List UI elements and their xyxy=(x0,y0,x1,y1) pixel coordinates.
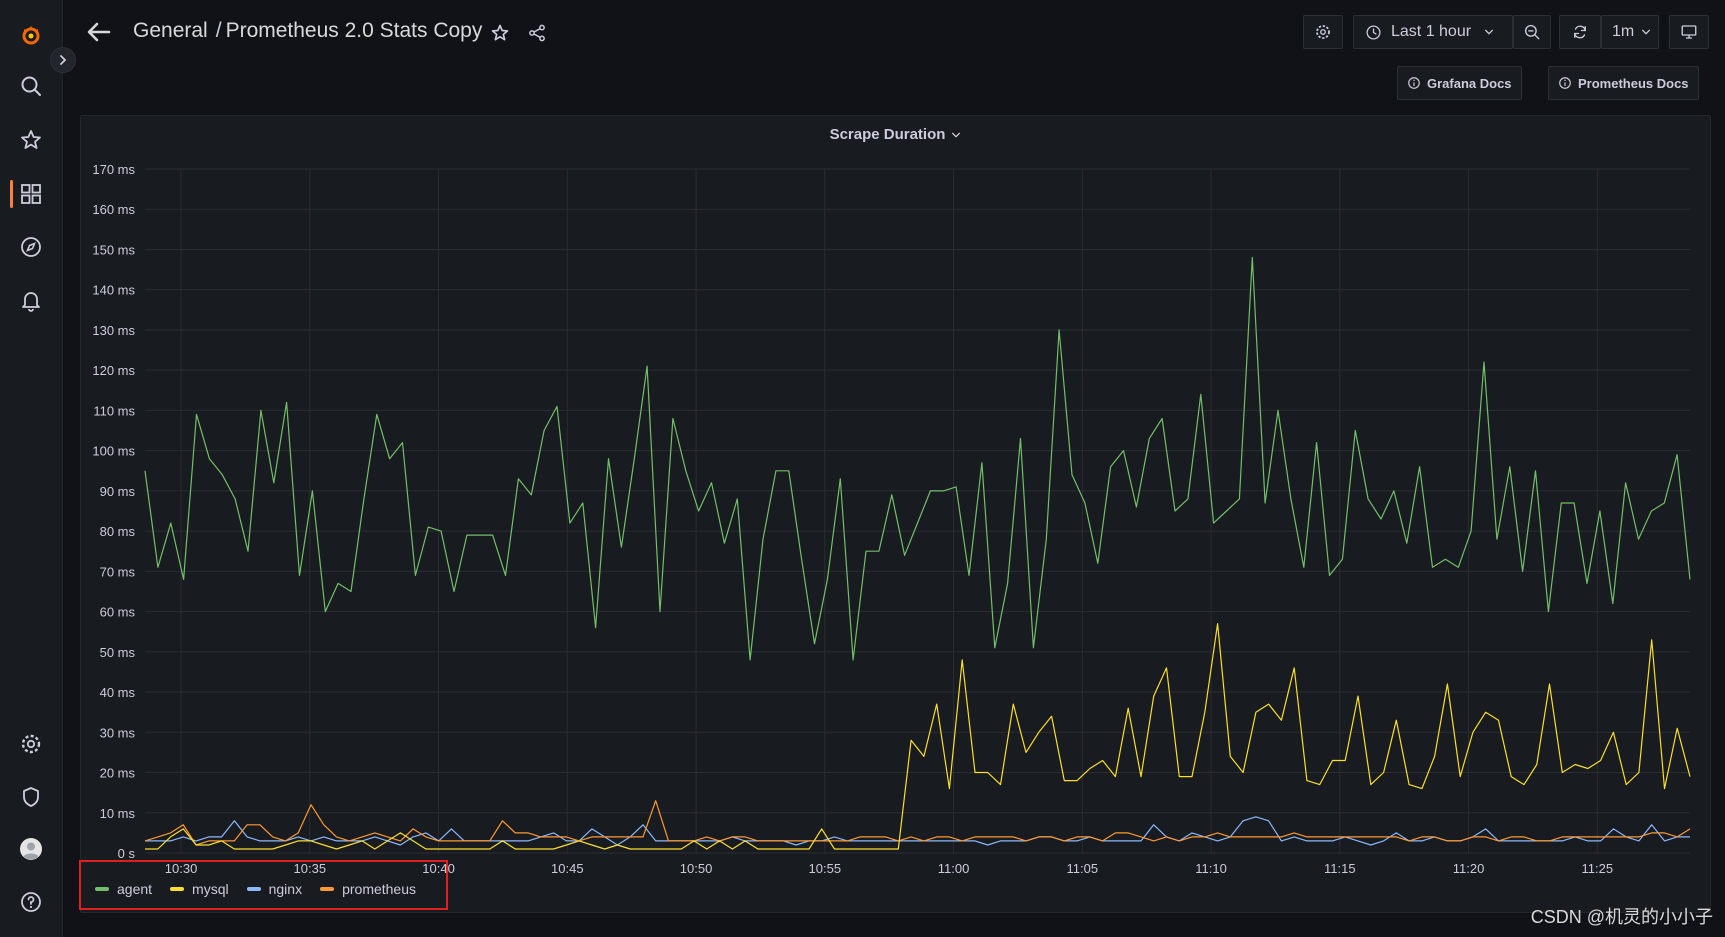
panel-header[interactable]: Scrape Duration xyxy=(81,126,1710,143)
prometheus-docs-label: Prometheus Docs xyxy=(1578,75,1689,91)
dashboard-settings-button[interactable] xyxy=(1303,15,1343,49)
legend-item-prometheus[interactable]: prometheus xyxy=(320,881,416,897)
breadcrumb-folder[interactable]: General xyxy=(133,19,208,42)
watermark: CSDN @机灵的小小子 xyxy=(1530,907,1713,927)
gear-icon[interactable] xyxy=(15,728,47,760)
share-dashboard-button[interactable] xyxy=(524,20,550,46)
sidebar xyxy=(0,0,63,937)
zoom-out-icon xyxy=(1524,24,1540,40)
legend-label: mysql xyxy=(192,881,229,897)
grafana-logo-icon[interactable] xyxy=(15,19,47,51)
breadcrumb-separator: / xyxy=(215,19,222,42)
grafana-docs-link[interactable]: Grafana Docs xyxy=(1397,66,1522,100)
gear-icon xyxy=(1316,25,1330,39)
chevron-down-icon xyxy=(1642,29,1651,35)
star-dashboard-button[interactable] xyxy=(487,20,513,46)
chevron-down-icon xyxy=(952,132,961,138)
back-button[interactable] xyxy=(85,18,113,46)
breadcrumb: General / Prometheus 2.0 Stats Copy xyxy=(133,19,482,43)
panel-title: Scrape Duration xyxy=(829,126,946,143)
info-icon xyxy=(1408,77,1420,89)
legend-label: nginx xyxy=(268,881,303,897)
legend-item-mysql[interactable]: mysql xyxy=(170,881,229,897)
search-icon[interactable] xyxy=(15,70,47,102)
dashboards-grid-icon[interactable] xyxy=(15,178,47,210)
expand-sidebar-button[interactable] xyxy=(50,47,76,73)
chart-legend: agent mysql nginx prometheus xyxy=(95,881,416,897)
legend-label: prometheus xyxy=(342,881,417,897)
chevron-right-icon xyxy=(60,55,67,65)
legend-item-nginx[interactable]: nginx xyxy=(246,881,303,897)
active-indicator xyxy=(10,180,13,208)
time-range-picker[interactable]: Last 1 hour xyxy=(1353,15,1513,49)
shield-icon[interactable] xyxy=(15,781,47,813)
share-icon xyxy=(529,24,545,42)
tv-mode-button[interactable] xyxy=(1669,15,1709,49)
arrow-left-icon xyxy=(87,22,111,42)
clock-icon xyxy=(1366,24,1381,40)
bell-icon[interactable] xyxy=(15,284,47,316)
monitor-icon xyxy=(1681,25,1697,39)
legend-item-agent[interactable]: agent xyxy=(95,881,152,897)
help-icon[interactable] xyxy=(15,886,47,918)
legend-label: agent xyxy=(117,881,153,897)
grafana-docs-label: Grafana Docs xyxy=(1427,75,1512,91)
refresh-interval-label: 1m xyxy=(1612,23,1635,40)
compass-icon[interactable] xyxy=(15,231,47,263)
star-icon[interactable] xyxy=(15,124,47,156)
chevron-down-icon xyxy=(1485,29,1494,35)
legend-swatch xyxy=(170,887,185,891)
prometheus-docs-link[interactable]: Prometheus Docs xyxy=(1548,66,1699,100)
refresh-button[interactable] xyxy=(1559,15,1601,49)
sync-icon xyxy=(1574,25,1586,39)
info-icon xyxy=(1559,77,1571,89)
dashboard-navbar: General / Prometheus 2.0 Stats Copy Last 1… xyxy=(63,0,1725,66)
page-title[interactable]: Prometheus 2.0 Stats Copy xyxy=(225,19,483,42)
zoom-out-button[interactable] xyxy=(1513,15,1551,49)
time-range-label: Last 1 hour xyxy=(1391,23,1472,40)
scrape-duration-panel: Scrape Duration xyxy=(80,115,1711,913)
refresh-interval-picker[interactable]: 1m xyxy=(1601,15,1659,49)
legend-swatch xyxy=(95,887,109,891)
legend-swatch xyxy=(246,887,261,891)
star-icon xyxy=(491,24,509,41)
legend-swatch xyxy=(320,887,335,891)
avatar-icon[interactable] xyxy=(15,833,47,865)
